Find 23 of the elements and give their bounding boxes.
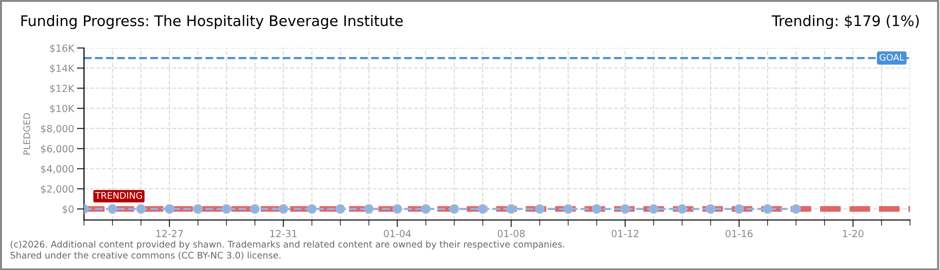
y-tick-label: $2,000 — [41, 185, 74, 194]
x-tick-label: 01-16 — [726, 230, 753, 238]
ref-line-label: GOAL — [880, 54, 904, 61]
y-tick-label: $4,000 — [41, 165, 74, 174]
y-tick-label: $10K — [50, 104, 74, 114]
chart-title: Funding Progress: The Hospitality Beverage Institute — [21, 14, 403, 30]
y-tick-label: $14K — [50, 64, 74, 74]
y-tick-label: $6,000 — [41, 144, 74, 154]
annotation: TRENDING — [95, 192, 142, 199]
y-axis-title: PLEDGED — [23, 113, 30, 155]
x-tick-label: 01-04 — [384, 230, 411, 238]
x-tick-label: 12-27 — [156, 230, 183, 238]
x-tick-label: 1-20 — [843, 230, 864, 238]
y-tick-label: $12K — [50, 84, 74, 94]
x-tick-label: 12-31 — [270, 230, 297, 238]
x-tick-label: 01-08 — [498, 230, 525, 238]
y-tick-label: $0 — [62, 205, 74, 214]
x-tick-label: 01-12 — [612, 230, 638, 238]
y-tick-label: $16K — [50, 44, 74, 54]
y-tick-label: $8,000 — [41, 124, 74, 134]
text: (c)2026. Additional content provided by shawn. Trademarks and related content are owned by their respective companies. — [10, 240, 564, 250]
chart-subtitle: Trending: $179 (1%) — [772, 14, 919, 30]
text: Shared under the creative commons (CC BY-NC 3.0) license. — [10, 252, 280, 260]
